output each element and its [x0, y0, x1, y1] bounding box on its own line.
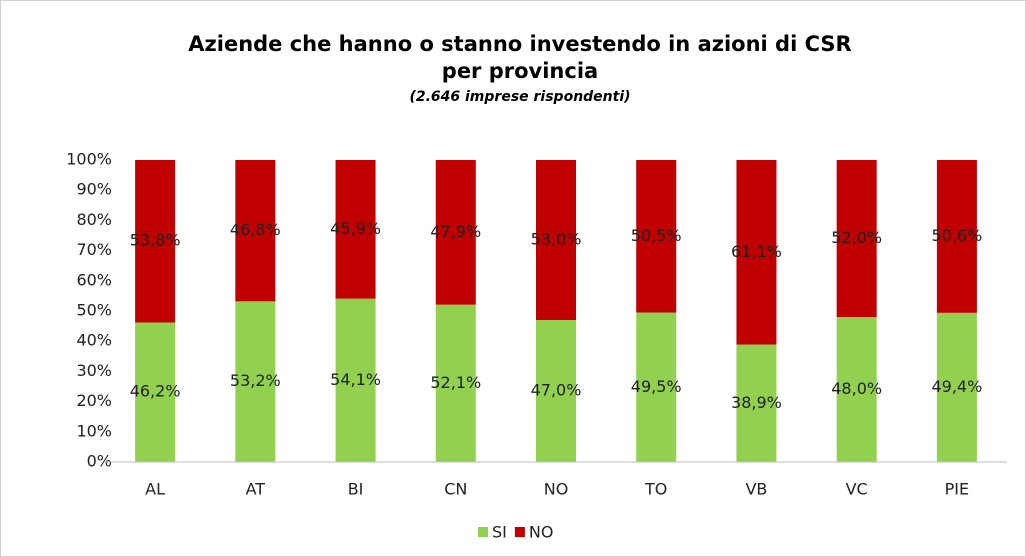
y-tick-label: 100% [66, 150, 112, 169]
chart-title: Aziende che hanno o stanno investendo in… [188, 32, 851, 56]
x-tick-label: NO [544, 480, 569, 499]
data-label: 46,8% [230, 220, 281, 239]
bar-segment [536, 320, 576, 462]
bar-segment [936, 312, 977, 462]
bar-segment [736, 344, 777, 462]
y-tick-label: 90% [76, 180, 112, 199]
bar-segment [335, 160, 376, 299]
y-tick-label: 10% [76, 421, 112, 440]
data-label: 48,0% [831, 379, 882, 398]
x-tick-label: CN [444, 480, 467, 499]
bar-segment [135, 322, 176, 462]
y-tick-label: 40% [76, 331, 112, 350]
data-label: 50,5% [631, 226, 682, 245]
y-tick-label: 20% [76, 391, 112, 410]
y-tick-label: 80% [76, 210, 112, 229]
data-label: 52,1% [430, 373, 481, 392]
data-label: 53,8% [130, 231, 181, 250]
x-tick-label: VB [745, 480, 767, 499]
chart-subtitle: (2.646 imprese rispondenti) [409, 89, 630, 105]
bar-segment [536, 160, 576, 321]
data-label: 46,2% [130, 382, 181, 401]
data-label: 49,5% [631, 377, 682, 396]
bar-segment [235, 160, 276, 302]
y-tick-label: 70% [76, 240, 112, 259]
data-label: 53,0% [531, 230, 582, 249]
bar-segment [736, 160, 777, 345]
bar-segment [235, 301, 276, 462]
data-label: 38,9% [731, 393, 782, 412]
data-label: 45,9% [330, 219, 381, 238]
x-tick-label: BI [348, 480, 364, 499]
legend-label: NO [529, 523, 554, 542]
data-label: 52,0% [831, 228, 882, 247]
data-label: 49,4% [931, 377, 982, 396]
bar-segment [936, 160, 977, 313]
bar-segment [335, 298, 376, 462]
bar-segment [636, 160, 677, 313]
bar-segment [836, 160, 877, 318]
bar-segment [435, 160, 476, 305]
x-tick-label: AT [246, 480, 266, 499]
data-label: 47,0% [531, 381, 582, 400]
bar-segment [135, 160, 176, 323]
data-label: 54,1% [330, 370, 381, 389]
bar-segment [636, 312, 677, 462]
x-tick-label: VC [846, 480, 868, 499]
legend-label: SI [492, 523, 507, 542]
x-tick-label: AL [145, 480, 165, 499]
chart-title: per provincia [442, 59, 598, 83]
y-tick-label: 50% [76, 301, 112, 320]
bar-segment [836, 317, 877, 462]
legend-swatch [514, 527, 525, 537]
bar-segment [435, 304, 476, 462]
y-tick-label: 0% [87, 452, 112, 471]
y-tick-label: 30% [76, 361, 112, 380]
y-tick-label: 60% [76, 270, 112, 289]
x-tick-label: PIE [945, 480, 969, 499]
data-label: 47,9% [430, 222, 481, 241]
data-label: 53,2% [230, 371, 281, 390]
x-tick-label: TO [644, 480, 667, 499]
data-label: 61,1% [731, 242, 782, 261]
data-label: 50,6% [931, 226, 982, 245]
legend-swatch [478, 527, 488, 537]
